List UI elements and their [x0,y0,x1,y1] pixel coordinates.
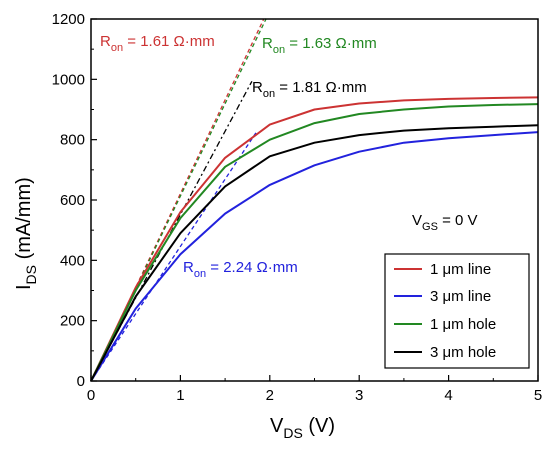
legend-label-1um-line: 1 μm line [430,261,491,278]
x-tick-label-3: 3 [355,387,363,404]
ron-annotation-red: Ron = 1.61 Ω·mm [100,33,215,54]
fit-line-3 [90,131,257,382]
x-tick-label-4: 4 [444,387,452,404]
axis-ticks: 0 1 2 3 4 5 0 200 400 600 800 1000 1200 [52,11,543,404]
vgs-annotation: VGS = 0 V [412,212,478,233]
y-axis-title: IDS (mA/mm) [13,177,39,290]
legend-box [384,253,530,369]
legend-label-3um-line: 3 μm line [430,288,491,305]
x-axis-title: VDS (V) [270,415,335,441]
ron-annotation-blue: Ron = 2.24 Ω·mm [183,259,298,280]
series-lines [90,96,539,382]
legend-label-3um-hole: 3 μm hole [430,344,496,361]
x-tick-label-0: 0 [87,387,95,404]
series-line-2 [90,103,539,382]
y-tick-label-1: 200 [60,313,85,330]
y-tick-label-2: 400 [60,252,85,269]
ron-annotation-black: Ron = 1.81 Ω·mm [252,79,367,100]
x-tick-label-1: 1 [176,387,184,404]
y-tick-label-0: 0 [77,373,85,390]
legend-label-1um-hole: 1 μm hole [430,316,496,333]
series-line-0 [90,96,539,382]
y-tick-label-5: 1000 [52,71,85,88]
y-tick-label-4: 800 [60,132,85,149]
y-tick-label-6: 1200 [52,11,85,28]
x-tick-label-5: 5 [534,387,542,404]
series-line-1 [90,131,539,382]
x-tick-label-2: 2 [266,387,274,404]
legend: 1 μm line 3 μm line 1 μm hole 3 μm hole [384,253,530,369]
y-tick-label-3: 600 [60,192,85,209]
series-line-3 [90,124,539,382]
ron-annotation-green: Ron = 1.63 Ω·mm [262,35,377,56]
